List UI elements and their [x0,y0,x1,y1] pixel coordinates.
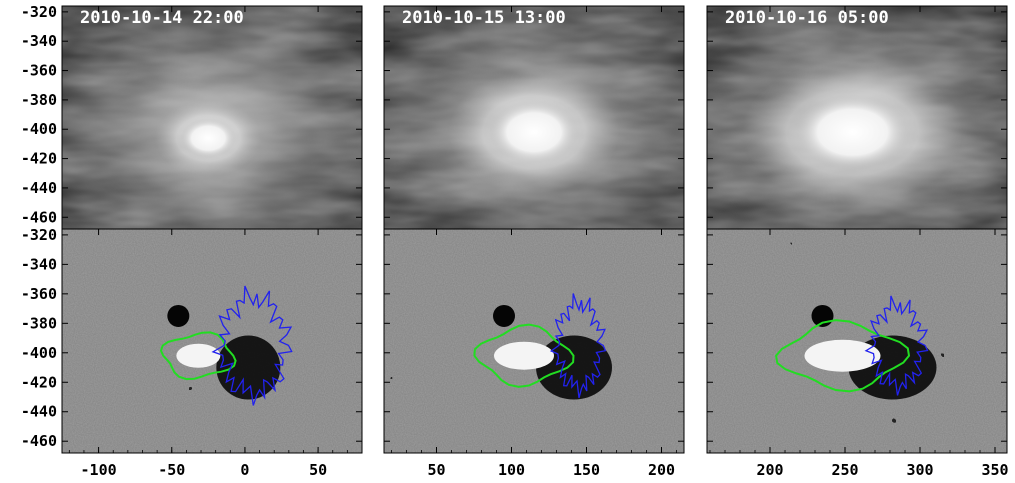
magnetogram-frame [383,228,685,454]
y-tick-label: -400 [21,344,57,362]
magnetogram-panel-3 [707,229,1007,453]
sunspot [167,304,190,327]
y-tick-label: -420 [21,373,57,391]
flare-core [489,100,579,165]
panel-timestamp: 2010-10-15 13:00 [402,8,566,28]
x-tick-label: 200 [648,461,675,479]
negative-polarity-region [536,335,612,400]
y-tick-label: -380 [21,314,57,332]
x-tick-label: 250 [831,461,858,479]
euv-panel-2: 2010-10-15 13:00 [384,6,684,229]
panel-timestamp: 2010-10-16 05:00 [725,8,889,28]
x-tick-label: 150 [573,461,600,479]
flare-core [180,118,237,159]
y-tick-label: -440 [21,179,57,197]
x-tick-label: 50 [427,461,445,479]
x-tick-label: 350 [981,461,1008,479]
positive-contour [473,323,575,388]
magnetogram-panel-2 [384,229,684,453]
x-tick-label: 0 [240,461,249,479]
x-tick-label: -100 [81,461,117,479]
x-tick-label: 50 [309,461,327,479]
euv-panel-1: 2010-10-14 22:00 [62,6,362,229]
x-tick-label: 200 [756,461,783,479]
positive-contour [159,331,237,381]
y-tick-label: -380 [21,91,57,109]
y-tick-label: -340 [21,255,57,273]
y-tick-label: -360 [21,62,57,80]
magnetogram-frame [61,228,363,454]
y-tick-label: -440 [21,403,57,421]
magnetogram-panel-1 [62,229,362,453]
positive-polarity-region [804,339,881,372]
y-tick-label: -460 [21,208,57,226]
y-tick-label: -460 [21,432,57,450]
positive-polarity-region [494,341,554,370]
negative-contour [864,295,929,396]
panels-layer: 2010-10-14 22:00 2010-10-15 13:00 2010-10-… [62,6,1007,453]
euv-panel-3: 2010-10-16 05:00 [707,6,1007,229]
positive-polarity-region [176,343,221,368]
negative-contour [549,293,607,399]
panel-timestamp: 2010-10-14 22:00 [80,8,244,28]
axes-layer: -100 -50 0 50 50 100 150 200 200 250 300 350 -320 -32… [21,3,1009,479]
y-tick-label: -360 [21,285,57,303]
x-tick-label: 300 [906,461,933,479]
x-tick-label: 100 [498,461,525,479]
y-tick-label: -340 [21,32,57,50]
sunspot [493,304,515,327]
positive-contour [775,319,911,393]
y-tick-label: -420 [21,150,57,168]
x-tick-label: -50 [158,461,185,479]
magnetogram-frame [706,228,1008,454]
y-tick-label: -400 [21,120,57,138]
y-tick-label: -320 [21,226,57,244]
negative-contour [211,285,293,406]
y-tick-label: -320 [21,3,57,21]
flare-core [794,94,911,171]
